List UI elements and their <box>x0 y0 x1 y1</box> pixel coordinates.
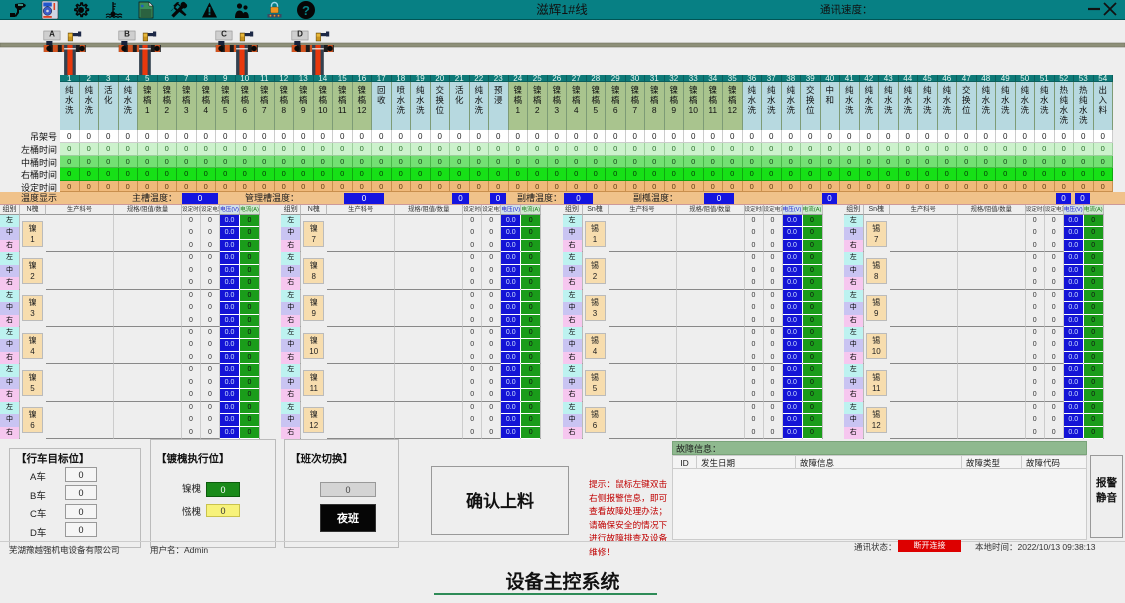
svg-text:滋辉1#线: 滋辉1#线 <box>536 2 588 17</box>
svg-text:D: D <box>297 30 303 39</box>
svg-text:通讯速度：: 通讯速度： <box>820 3 873 16</box>
svg-text:A: A <box>49 30 55 39</box>
svg-text:C: C <box>221 30 227 39</box>
svg-text:B: B <box>124 30 130 39</box>
svg-text:?: ? <box>302 3 310 18</box>
